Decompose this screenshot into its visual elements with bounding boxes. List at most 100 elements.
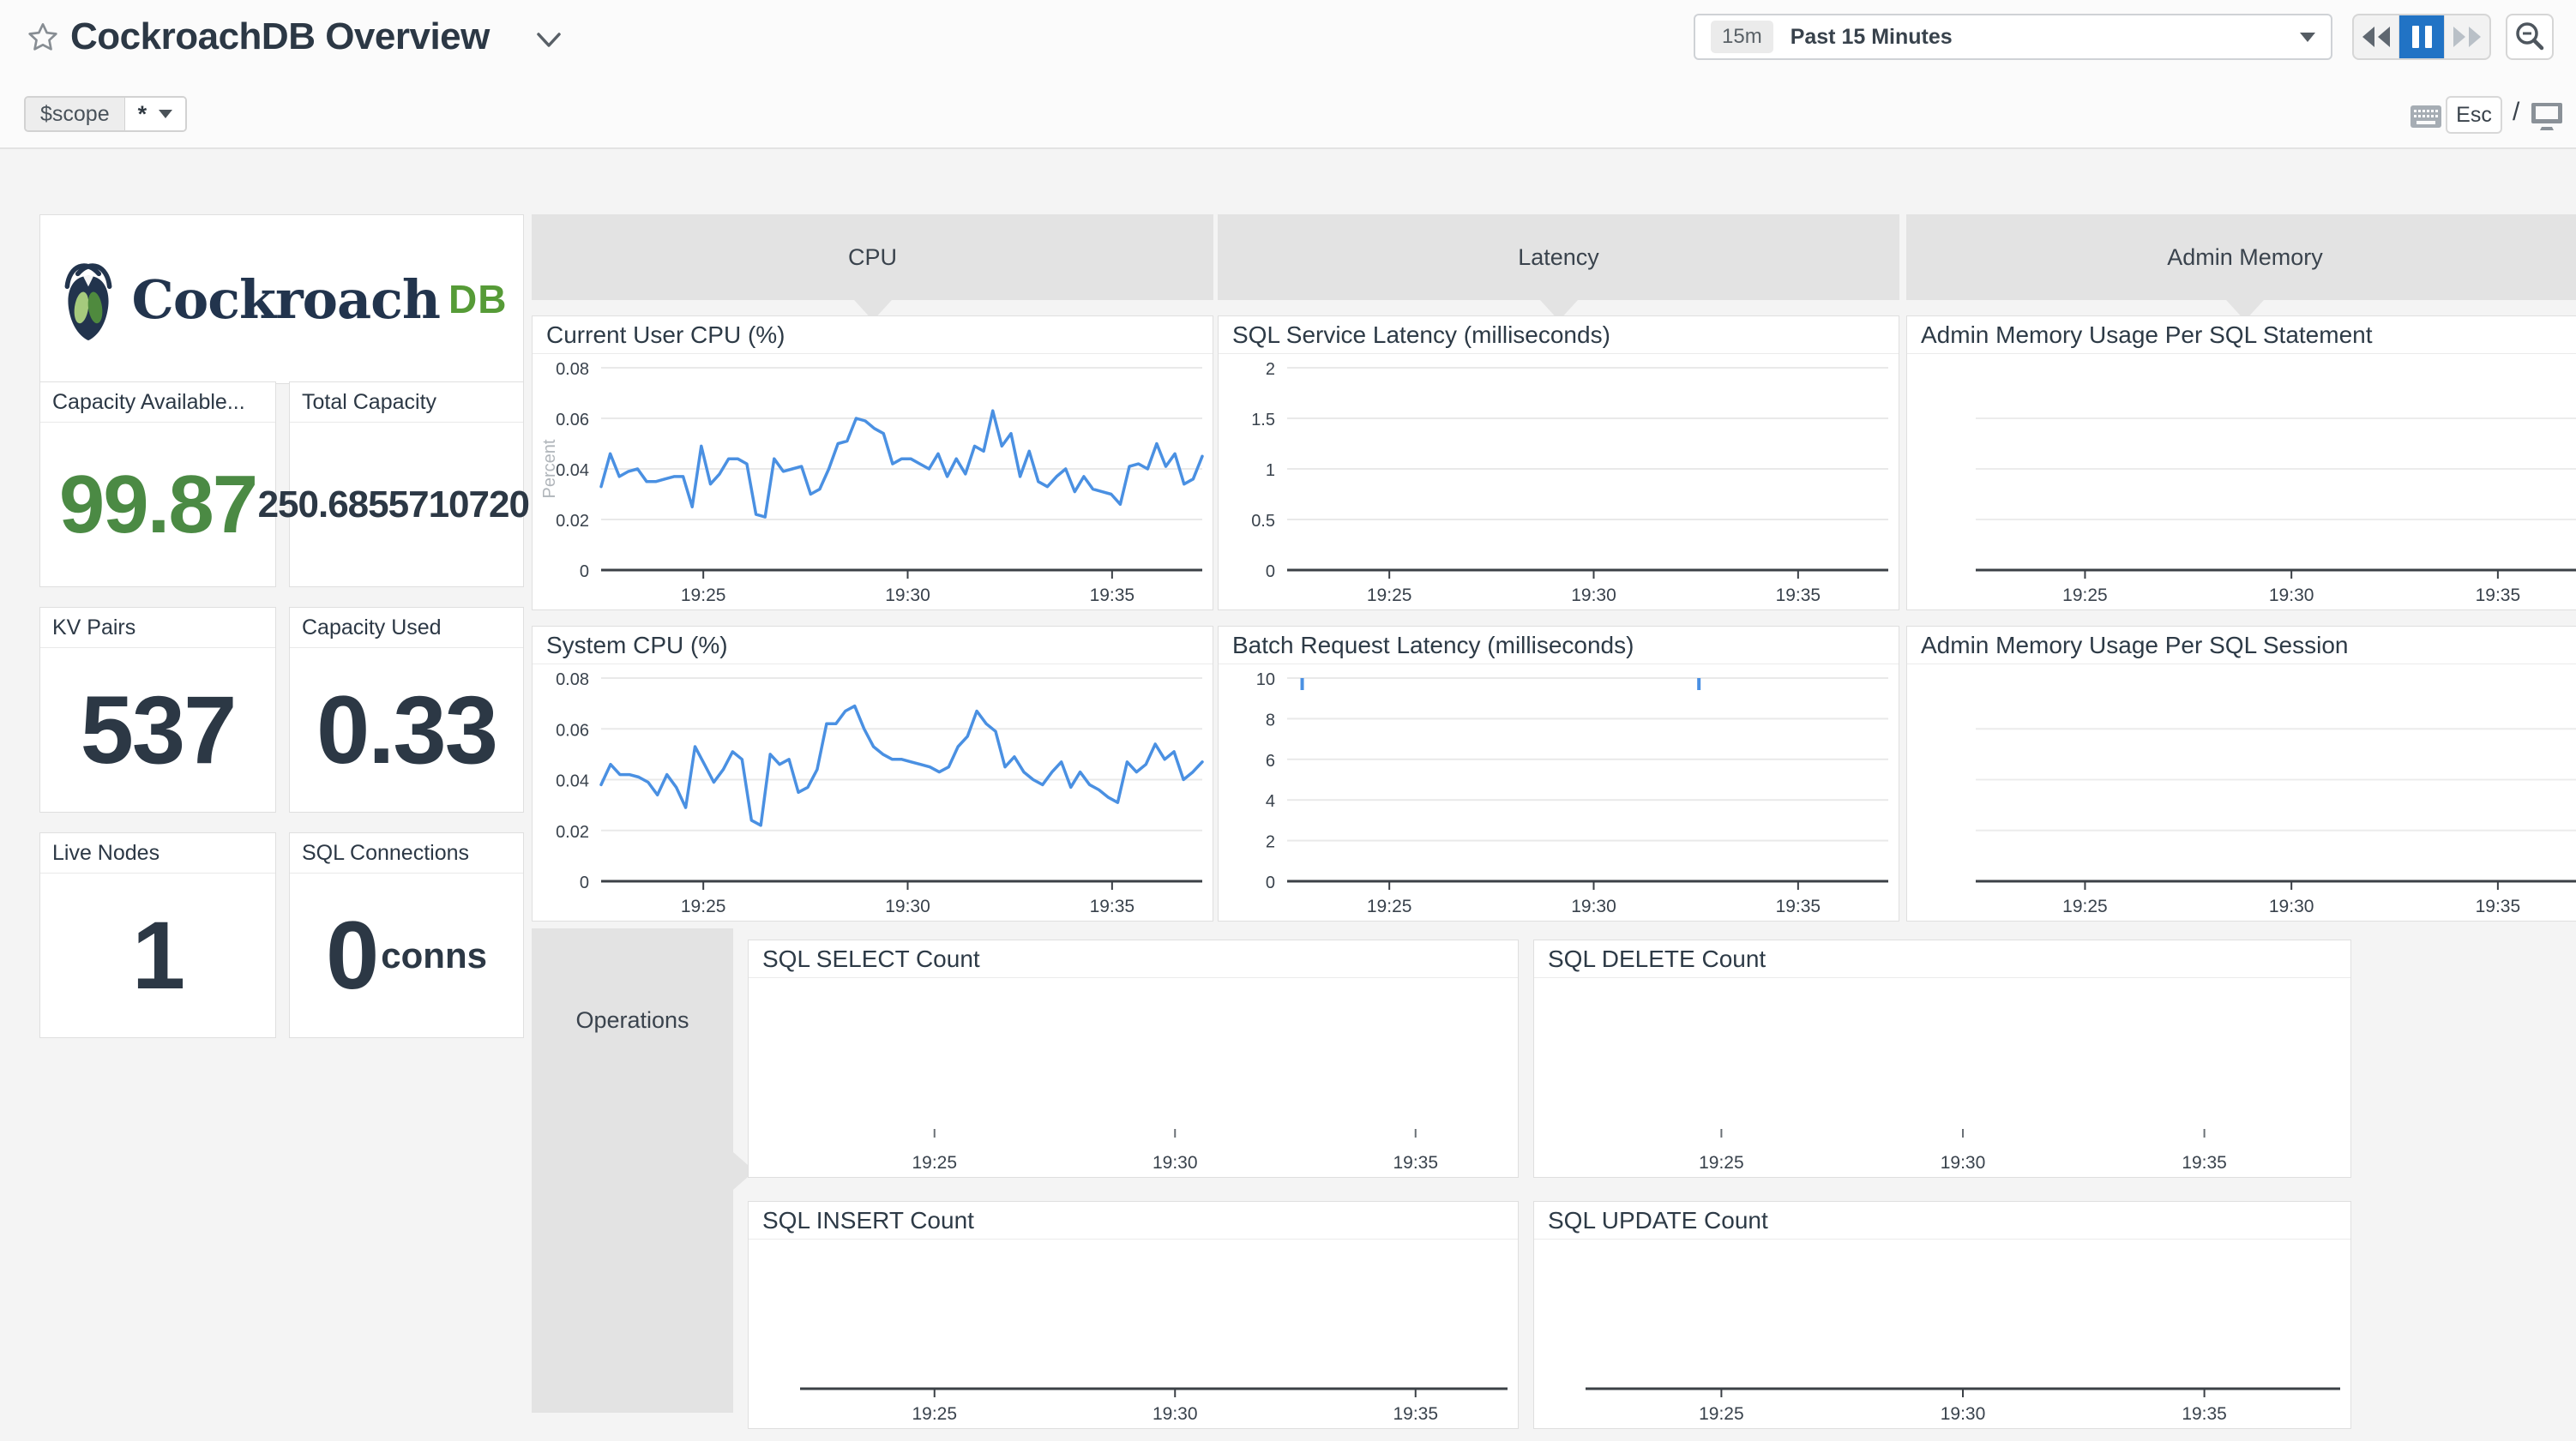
svg-text:19:25: 19:25 — [1367, 897, 1412, 916]
stat-card-capacity-used[interactable]: Capacity Used 0.33 — [289, 607, 524, 813]
svg-text:2: 2 — [1266, 360, 1275, 379]
stat-card-live-nodes[interactable]: Live Nodes 1 — [39, 832, 276, 1038]
svg-text:19:25: 19:25 — [681, 897, 726, 916]
fast-forward-button[interactable] — [2444, 15, 2489, 58]
svg-text:19:35: 19:35 — [2476, 897, 2521, 916]
chart-sql-insert-count[interactable]: SQL INSERT Count 19:25 19:30 19:35 — [748, 1201, 1519, 1429]
group-header-cpu[interactable]: CPU — [532, 214, 1213, 321]
svg-text:19:35: 19:35 — [1776, 585, 1821, 605]
svg-text:0.04: 0.04 — [556, 461, 589, 480]
page-title[interactable]: CockroachDB Overview — [70, 15, 490, 57]
svg-text:0.02: 0.02 — [556, 512, 589, 531]
stat-card-total-capacity[interactable]: Total Capacity 250.6855710720GB — [258, 381, 555, 587]
svg-text:19:30: 19:30 — [1941, 1404, 1986, 1424]
cockroachdb-logo: Cockroach DB — [57, 256, 508, 342]
chart-title: SQL UPDATE Count — [1534, 1202, 2350, 1240]
svg-text:0: 0 — [580, 562, 589, 581]
tv-mode-icon[interactable] — [2530, 101, 2564, 132]
chevron-down-icon[interactable] — [536, 31, 562, 50]
svg-text:6: 6 — [1266, 752, 1275, 771]
svg-text:19:25: 19:25 — [2062, 585, 2108, 605]
rewind-button[interactable] — [2354, 15, 2398, 58]
chart-sql-delete-count[interactable]: SQL DELETE Count 19:25 19:30 19:35 — [1533, 940, 2351, 1178]
chart-plot-area: 19:25 19:30 19:35 — [1534, 978, 2350, 1177]
chart-admin-memory-per-sql-session[interactable]: Admin Memory Usage Per SQL Session 19:25… — [1906, 626, 2576, 922]
stat-card-sql-connections[interactable]: SQL Connections 0 conns — [289, 832, 524, 1038]
svg-text:0.08: 0.08 — [556, 670, 589, 689]
svg-text:19:25: 19:25 — [681, 585, 726, 605]
chart-sql-service-latency[interactable]: SQL Service Latency (milliseconds) 0 0.5 1… — [1218, 315, 1899, 610]
caret-down-icon — [2300, 32, 2315, 42]
svg-text:19:30: 19:30 — [2269, 585, 2314, 605]
chart-title: SQL INSERT Count — [749, 1202, 1518, 1240]
svg-text:19:30: 19:30 — [1153, 1404, 1198, 1424]
stat-card-kv-pairs[interactable]: KV Pairs 537 — [39, 607, 276, 813]
svg-text:Percent: Percent — [540, 439, 559, 498]
time-range-label: Past 15 Minutes — [1790, 24, 1953, 49]
stat-value: 99.87 — [58, 458, 258, 550]
stat-value: 0.33 — [316, 676, 498, 784]
svg-text:19:30: 19:30 — [2269, 897, 2314, 916]
svg-text:19:25: 19:25 — [912, 1153, 957, 1173]
favorite-star-icon[interactable] — [26, 21, 60, 55]
svg-text:19:35: 19:35 — [1393, 1153, 1438, 1173]
cockroachdb-logo-card[interactable]: Cockroach DB — [39, 214, 524, 384]
stat-value: 537 — [80, 676, 238, 784]
svg-text:19:35: 19:35 — [2182, 1153, 2227, 1173]
svg-text:0: 0 — [1266, 562, 1275, 581]
svg-text:19:25: 19:25 — [912, 1404, 957, 1424]
zoom-out-button[interactable] — [2506, 14, 2554, 60]
time-range-badge: 15m — [1711, 21, 1773, 53]
fast-forward-icon — [2453, 27, 2481, 47]
svg-text:2: 2 — [1266, 833, 1275, 852]
chart-plot-area: 19:25 19:30 19:35 — [749, 978, 1518, 1177]
svg-text:0: 0 — [580, 874, 589, 892]
caret-down-icon — [159, 110, 173, 118]
svg-text:19:30: 19:30 — [885, 897, 930, 916]
chart-plot-area: 19:25 19:30 19:35 — [1907, 354, 2576, 609]
chart-plot-area: 19:25 19:30 19:35 — [1534, 1240, 2350, 1428]
logo-db-suffix: DB — [448, 277, 508, 321]
chart-title: SQL DELETE Count — [1534, 940, 2350, 978]
stat-unit: conns — [381, 934, 487, 976]
pause-icon — [2411, 26, 2432, 48]
stat-title: SQL Connections — [290, 833, 523, 874]
scope-template-variable[interactable]: $scope * — [24, 96, 188, 132]
chart-system-cpu[interactable]: System CPU (%) 0 0.02 0.04 0.06 0.08 19:25 19:… — [532, 626, 1213, 922]
top-bar: CockroachDB Overview 15m Past 15 Minutes — [0, 0, 2576, 149]
chart-current-user-cpu[interactable]: Current User CPU (%) 0 0.02 0.04 0.06 0.08 19… — [532, 315, 1213, 610]
slash-separator: / — [2513, 98, 2520, 126]
chart-sql-select-count[interactable]: SQL SELECT Count 19:25 19:30 19:35 — [748, 940, 1519, 1178]
stat-value: 0 — [326, 902, 379, 1009]
chart-admin-memory-per-sql-statement[interactable]: Admin Memory Usage Per SQL Statement 19:… — [1906, 315, 2576, 610]
scope-value: * — [124, 98, 186, 130]
group-header-admin-memory[interactable]: Admin Memory — [1906, 214, 2576, 321]
chart-title: Admin Memory Usage Per SQL Statement — [1907, 316, 2576, 354]
svg-text:4: 4 — [1266, 792, 1275, 811]
group-header-operations[interactable]: Operations — [532, 928, 755, 1413]
svg-text:0.06: 0.06 — [556, 411, 589, 429]
svg-text:19:35: 19:35 — [2476, 585, 2521, 605]
chart-title: Admin Memory Usage Per SQL Session — [1907, 627, 2576, 664]
timeline-controls — [2352, 14, 2491, 60]
svg-text:1.5: 1.5 — [1251, 411, 1275, 429]
stat-value: 1 — [131, 902, 185, 1009]
keyboard-icon — [2410, 105, 2441, 128]
chart-sql-update-count[interactable]: SQL UPDATE Count 19:25 19:30 19:35 — [1533, 1201, 2351, 1429]
chart-title: Batch Request Latency (milliseconds) — [1219, 627, 1899, 664]
pause-button[interactable] — [2398, 15, 2444, 58]
stat-title: Capacity Used — [290, 608, 523, 648]
svg-text:19:30: 19:30 — [1941, 1153, 1986, 1173]
chart-plot-area: 0 0.02 0.04 0.06 0.08 19:25 19:30 19:35 Percent — [533, 354, 1213, 609]
chart-plot-area: 19:25 19:30 19:35 — [749, 1240, 1518, 1428]
stat-value: 250.6855710720 — [257, 483, 530, 525]
svg-text:0: 0 — [1266, 874, 1275, 892]
chart-plot-area: 0 2 4 6 8 10 19:25 19:30 19:35 — [1219, 664, 1899, 921]
chart-plot-area: 19:25 19:30 19:35 — [1907, 664, 2576, 921]
group-header-latency[interactable]: Latency — [1218, 214, 1899, 321]
svg-text:19:30: 19:30 — [1571, 897, 1616, 916]
logo-wordmark: Cockroach — [131, 267, 441, 331]
stat-card-capacity-available[interactable]: Capacity Available... 99.87 — [39, 381, 276, 587]
chart-batch-request-latency[interactable]: Batch Request Latency (milliseconds) 0 2 4… — [1218, 626, 1899, 922]
time-range-selector[interactable]: 15m Past 15 Minutes — [1694, 14, 2332, 60]
